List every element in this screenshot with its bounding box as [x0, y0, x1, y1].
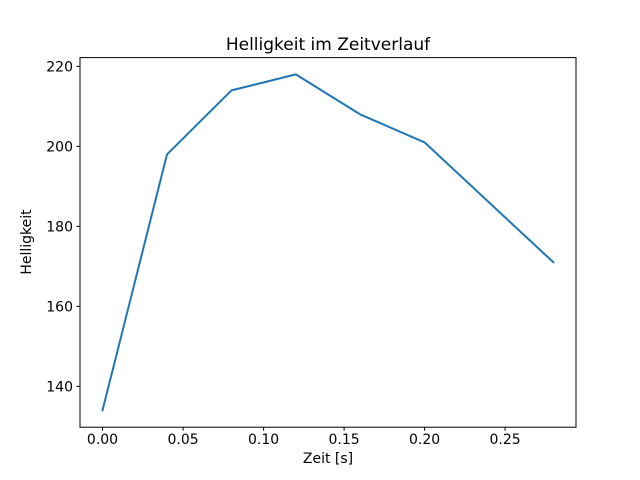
- x-tick-label: 0.15: [329, 432, 360, 448]
- x-axis-label: Zeit [s]: [303, 451, 353, 467]
- y-axis-ticks: 140 160 180 200 220: [46, 59, 80, 395]
- y-tick-label: 140: [46, 379, 73, 395]
- plot-area: [79, 57, 577, 428]
- y-axis-label: Helligkeit: [19, 209, 35, 275]
- chart-title: Helligkeit im Zeitverlauf: [226, 35, 431, 55]
- y-tick-label: 220: [46, 59, 73, 75]
- x-axis-ticks: 0.00 0.05 0.10 0.15 0.20 0.25: [87, 427, 521, 448]
- x-tick-label: 0.05: [168, 432, 199, 448]
- data-line-helligkeit: [101, 73, 555, 412]
- x-tick-label: 0.25: [490, 432, 521, 448]
- y-tick-label: 180: [46, 219, 73, 235]
- x-tick-label: 0.00: [87, 432, 118, 448]
- x-tick-label: 0.20: [409, 432, 440, 448]
- y-tick-label: 160: [46, 299, 73, 315]
- x-tick-label: 0.10: [248, 432, 279, 448]
- y-tick-label: 200: [46, 139, 73, 155]
